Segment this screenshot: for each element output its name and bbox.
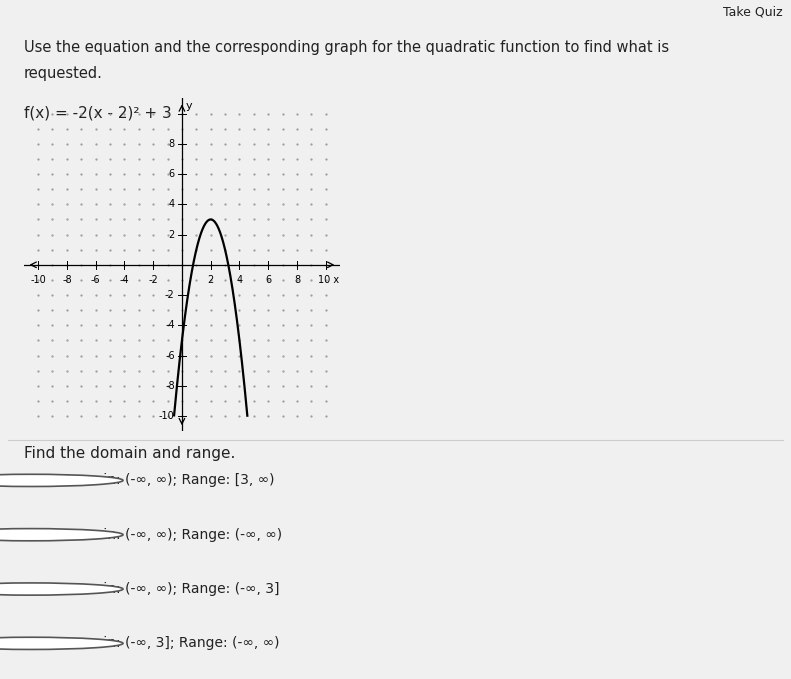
- Text: -6: -6: [91, 276, 100, 285]
- Text: 2: 2: [207, 276, 214, 285]
- Text: 8: 8: [168, 139, 175, 149]
- Text: 6: 6: [265, 276, 271, 285]
- Text: Find the domain and range.: Find the domain and range.: [24, 446, 235, 462]
- Text: -8: -8: [62, 276, 72, 285]
- Text: Domain: (-∞, ∞); Range: (-∞, 3]: Domain: (-∞, ∞); Range: (-∞, 3]: [62, 582, 279, 596]
- Text: 10 x: 10 x: [318, 276, 339, 285]
- Text: 4: 4: [237, 276, 243, 285]
- Text: requested.: requested.: [24, 67, 103, 81]
- Circle shape: [0, 583, 123, 595]
- Text: -6: -6: [165, 350, 175, 361]
- Text: -4: -4: [119, 276, 129, 285]
- Text: -2: -2: [165, 290, 175, 300]
- Circle shape: [0, 637, 123, 649]
- Text: -10: -10: [30, 276, 46, 285]
- Circle shape: [0, 528, 123, 540]
- Text: -4: -4: [165, 320, 175, 330]
- Text: 4: 4: [168, 200, 175, 209]
- Text: y: y: [186, 101, 192, 111]
- Text: 6: 6: [168, 169, 175, 179]
- Circle shape: [0, 474, 123, 486]
- Text: -8: -8: [165, 381, 175, 391]
- Text: Domain: (-∞, ∞); Range: [3, ∞): Domain: (-∞, ∞); Range: [3, ∞): [62, 473, 274, 488]
- Text: 2: 2: [168, 230, 175, 240]
- Text: Take Quiz: Take Quiz: [724, 5, 783, 18]
- Text: f(x) = -2(x - 2)² + 3: f(x) = -2(x - 2)² + 3: [24, 106, 172, 121]
- Text: Use the equation and the corresponding graph for the quadratic function to find : Use the equation and the corresponding g…: [24, 40, 669, 55]
- Text: -2: -2: [148, 276, 158, 285]
- Text: Domain: (-∞, 3]; Range: (-∞, ∞): Domain: (-∞, 3]; Range: (-∞, ∞): [62, 636, 279, 650]
- Text: -10: -10: [159, 411, 175, 421]
- Text: Domain: (-∞, ∞); Range: (-∞, ∞): Domain: (-∞, ∞); Range: (-∞, ∞): [62, 528, 282, 542]
- Text: 8: 8: [294, 276, 300, 285]
